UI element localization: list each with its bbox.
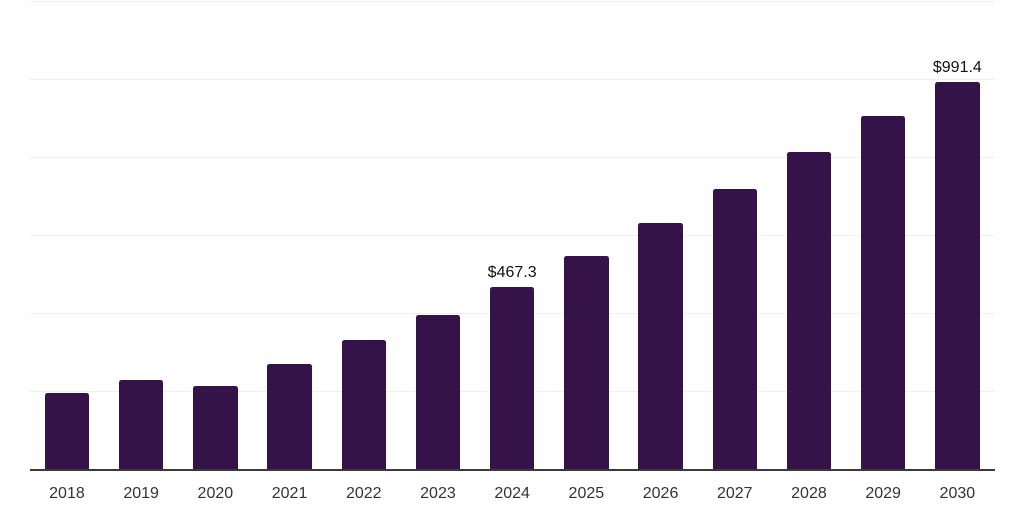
bar-2019	[118, 379, 164, 469]
bar-value-label-2024: $467.3	[487, 263, 537, 281]
gridline	[30, 157, 995, 158]
bar-value-label-2030: $991.4	[932, 59, 982, 77]
bar-2027	[712, 188, 757, 469]
gridline	[30, 79, 995, 80]
gridline	[30, 235, 995, 236]
bar-2022	[341, 340, 386, 469]
bar-2026	[638, 223, 683, 469]
x-axis-tick-label-2027: 2027	[716, 485, 753, 502]
bar-2020	[193, 385, 238, 469]
bar-2029	[860, 116, 906, 469]
bar-2023	[415, 315, 461, 469]
bar-2018	[44, 392, 90, 469]
plot-area: $467.3 $991.4	[30, 1, 995, 469]
bar-2028	[786, 151, 832, 469]
bar-2021	[267, 363, 312, 469]
x-axis-tick-label-2020: 2020	[197, 485, 234, 502]
x-axis-tick-label-2023: 2023	[420, 485, 456, 502]
bar-2025	[564, 256, 609, 469]
bar-2030	[935, 82, 980, 469]
x-axis-tick-label-2018: 2018	[49, 485, 85, 502]
x-axis-tick-label-2025: 2025	[568, 485, 605, 502]
x-axis-tick-label-2021: 2021	[271, 485, 308, 502]
x-axis-tick-label-2019: 2019	[123, 485, 159, 502]
x-axis-labels: 2018 2019 2020 2021 2022 2023 2024 2025 2026 2027…	[0, 485, 1024, 505]
x-axis-tick-label-2028: 2028	[791, 485, 827, 502]
bar-2024	[489, 286, 535, 469]
gridline	[30, 1, 995, 2]
x-axis-tick-label-2024: 2024	[494, 485, 530, 502]
x-axis-line	[30, 469, 995, 471]
x-axis-tick-label-2030: 2030	[939, 485, 976, 502]
x-axis-tick-label-2022: 2022	[345, 485, 382, 502]
x-axis-tick-label-2029: 2029	[865, 485, 901, 502]
x-axis-tick-label-2026: 2026	[642, 485, 679, 502]
